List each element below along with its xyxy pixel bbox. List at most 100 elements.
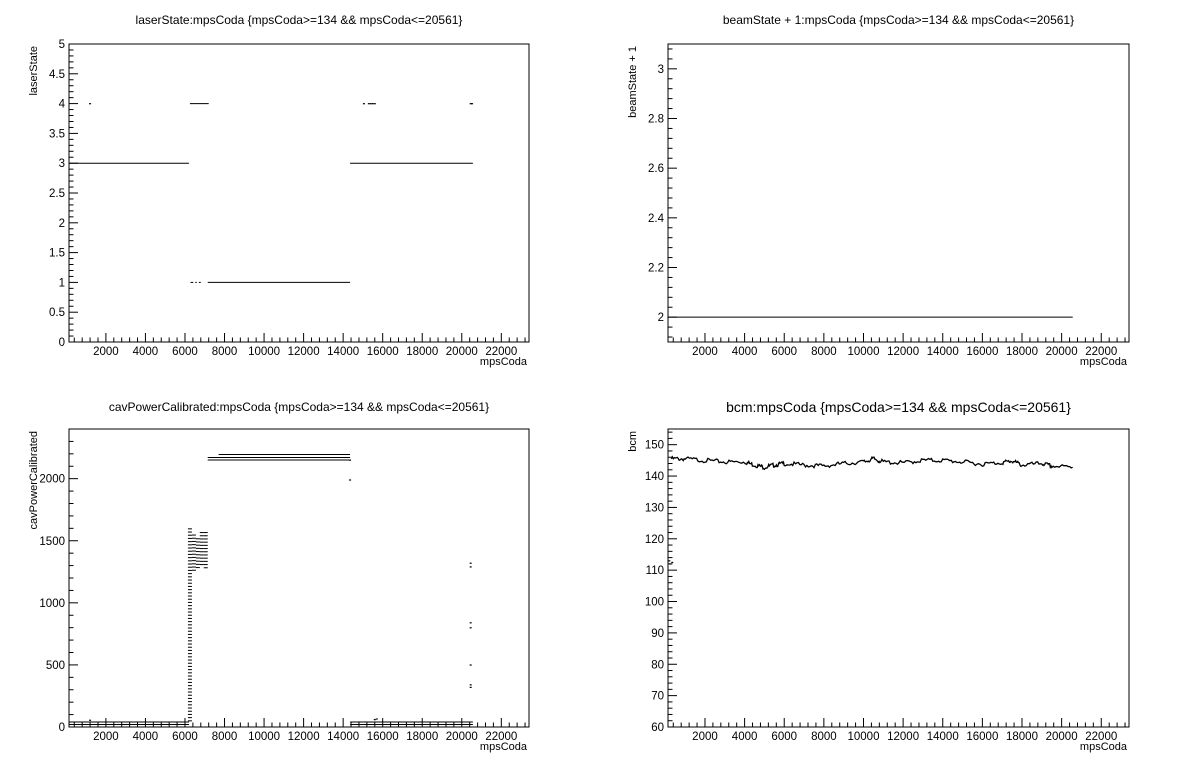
- data-cluster-dot: [199, 548, 204, 550]
- data-cluster-dot: [187, 685, 192, 687]
- data-cluster-dot: [203, 551, 208, 553]
- data-point: [469, 684, 472, 686]
- data-cluster-dot: [203, 541, 208, 543]
- data-cluster-dot: [203, 567, 208, 569]
- data-cluster-dot: [187, 534, 192, 536]
- y-tick-label: 1500: [39, 536, 65, 548]
- x-tick-label: 6000: [771, 346, 797, 358]
- x-tick-label: 14000: [327, 731, 359, 743]
- data-cluster-dot: [191, 544, 196, 546]
- chart-panel-1: laserState:mpsCoda {mpsCoda>=134 && mpsC…: [28, 13, 530, 368]
- data-cluster-dot: [187, 560, 192, 562]
- chart-panel-2: beamState + 1:mpsCoda {mpsCoda>=134 && m…: [627, 13, 1130, 368]
- data-cluster-dot: [187, 605, 192, 607]
- data-cluster-dot: [187, 617, 192, 619]
- y-tick-label: 2.8: [648, 114, 664, 126]
- data-point: [469, 566, 472, 568]
- data-point: [349, 479, 352, 481]
- data-cluster-dot: [203, 544, 208, 546]
- data-cluster-dot: [187, 592, 192, 594]
- x-tick-label: 10000: [847, 346, 879, 358]
- data-cluster-dot: [195, 557, 200, 559]
- data-cluster-dot: [187, 653, 192, 655]
- data-cluster-dot: [191, 566, 196, 568]
- x-axis-label: mpsCoda: [480, 741, 528, 753]
- y-tick-label: 100: [645, 597, 664, 609]
- x-tick-label: 6000: [172, 731, 198, 743]
- data-cluster-dot: [187, 669, 192, 671]
- data-cluster-dot: [187, 608, 192, 610]
- data-cluster-dot: [187, 573, 192, 575]
- data-point: [671, 561, 674, 564]
- y-tick-label: 90: [651, 628, 664, 640]
- data-cluster-dot: [199, 532, 204, 534]
- x-tick-label: 6000: [771, 731, 797, 743]
- y-tick-label: 500: [46, 660, 65, 672]
- y-tick-label: 0: [59, 722, 65, 734]
- data-point: [469, 562, 472, 564]
- data-cluster-dot: [191, 540, 196, 542]
- x-tick-label: 10000: [847, 731, 879, 743]
- data-cluster-dot: [187, 688, 192, 690]
- data-point: [469, 103, 472, 105]
- data-cluster-dot: [199, 544, 204, 546]
- x-tick-label: 20000: [446, 346, 478, 358]
- data-point: [369, 103, 372, 105]
- y-tick-label: 2: [658, 312, 664, 324]
- data-cluster-dot: [187, 697, 192, 699]
- data-cluster-dot: [187, 621, 192, 623]
- x-tick-label: 18000: [406, 731, 438, 743]
- x-tick-label: 20000: [1046, 346, 1078, 358]
- data-cluster-dot: [187, 659, 192, 661]
- data-cluster-dot: [195, 567, 200, 569]
- x-axis-label: mpsCoda: [480, 356, 528, 368]
- data-cluster-dot: [195, 544, 200, 546]
- data-cluster-dot: [199, 551, 204, 553]
- data-cluster-dot: [187, 544, 192, 546]
- x-tick-label: 16000: [367, 346, 399, 358]
- y-tick-label: 0.5: [49, 307, 65, 319]
- y-tick-label: 0: [59, 337, 65, 349]
- data-point: [668, 560, 671, 562]
- data-cluster-dot: [199, 538, 204, 540]
- x-tick-label: 20000: [446, 731, 478, 743]
- data-point: [89, 719, 92, 721]
- data-cluster-dot: [199, 535, 204, 537]
- x-tick-label: 4000: [133, 731, 159, 743]
- data-cluster-dot: [187, 557, 192, 559]
- x-tick-label: 16000: [367, 731, 399, 743]
- x-tick-label: 10000: [248, 731, 280, 743]
- x-tick-label: 12000: [288, 346, 320, 358]
- x-tick-label: 22000: [485, 731, 517, 743]
- y-tick-label: 3: [658, 64, 664, 76]
- data-cluster-dot: [195, 554, 200, 556]
- data-cluster-dot: [187, 579, 192, 581]
- data-cluster-dot: [203, 557, 208, 559]
- data-cluster-dot: [187, 701, 192, 703]
- y-tick-label: 5: [59, 39, 65, 51]
- data-point: [362, 103, 365, 105]
- data-cluster-dot: [187, 717, 192, 719]
- x-tick-label: 2000: [692, 731, 718, 743]
- data-point: [367, 103, 370, 105]
- x-tick-label: 8000: [212, 731, 238, 743]
- data-cluster-dot: [187, 710, 192, 712]
- data-cluster-dot: [199, 560, 204, 562]
- plot-frame: [667, 428, 1130, 728]
- data-point: [375, 718, 378, 720]
- y-tick-label: 110: [646, 565, 664, 577]
- plot-frame: [667, 43, 1130, 343]
- data-point: [349, 459, 352, 461]
- data-cluster-dot: [191, 537, 196, 539]
- data-cluster-dot: [187, 563, 192, 565]
- plot-frame: [68, 43, 530, 343]
- y-tick-label: 2.5: [49, 188, 65, 200]
- data-cluster-dot: [195, 560, 200, 562]
- x-tick-label: 16000: [966, 731, 998, 743]
- y-tick-label: 3.5: [49, 128, 65, 140]
- y-tick-label: 2.4: [648, 213, 665, 225]
- data-cluster-dot: [191, 560, 196, 562]
- data-cluster-dot: [187, 569, 192, 571]
- x-tick-label: 4000: [732, 731, 758, 743]
